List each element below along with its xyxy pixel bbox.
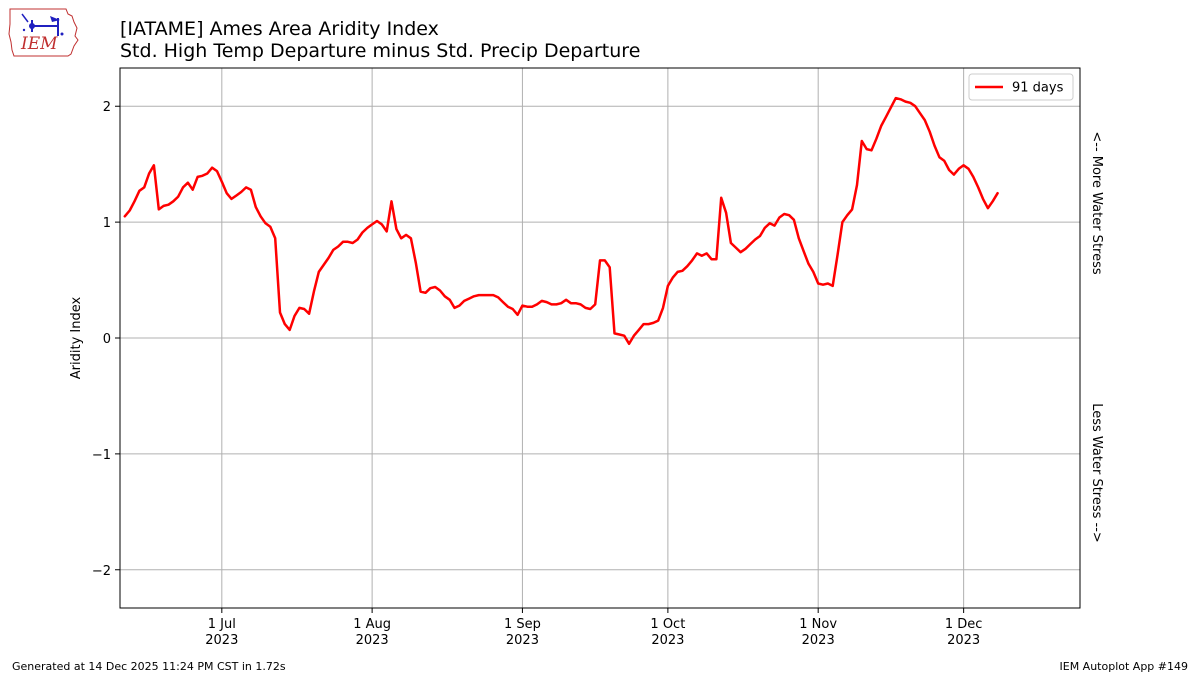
y-tick-label: 1 bbox=[103, 216, 111, 231]
legend-entry-label: 91 days bbox=[1012, 81, 1064, 96]
x-tick-label: 1 Jul bbox=[208, 617, 236, 632]
y-tick-label: −1 bbox=[92, 448, 111, 463]
x-tick-year-label: 2023 bbox=[802, 633, 835, 648]
more-water-stress-label: <-- More Water Stress bbox=[1089, 131, 1104, 275]
iem-iowa-logo-icon bbox=[8, 8, 79, 57]
y-tick-label: 0 bbox=[103, 332, 111, 347]
chart-title: [IATAME] Ames Area Aridity Index bbox=[120, 18, 439, 40]
legend: 91 days bbox=[968, 73, 1074, 101]
x-tick-label: 1 Nov bbox=[799, 617, 837, 632]
y-axis-label: Aridity Index bbox=[69, 296, 84, 379]
y-tick-label: −2 bbox=[92, 564, 111, 579]
series-line-0 bbox=[123, 96, 999, 346]
y-tick-label: 2 bbox=[103, 100, 111, 115]
x-tick-year-label: 2023 bbox=[205, 633, 238, 648]
y-axis: 2 1 0 −1 −2 bbox=[92, 100, 120, 579]
x-tick-label: 1 Sep bbox=[504, 617, 541, 632]
footer-app: IEM Autoplot App #149 bbox=[1059, 660, 1189, 673]
x-tick-label: 1 Aug bbox=[353, 617, 391, 632]
x-tick-year-label: 2023 bbox=[506, 633, 539, 648]
less-water-stress-label: Less Water Stress --> bbox=[1089, 403, 1104, 543]
x-tick-label: 1 Dec bbox=[945, 617, 983, 632]
x-tick-year-label: 2023 bbox=[651, 633, 684, 648]
grid bbox=[120, 68, 1080, 608]
x-tick-label: 1 Oct bbox=[650, 617, 685, 632]
legend-box bbox=[968, 73, 1074, 101]
iem-logo-text: IEM bbox=[21, 34, 58, 54]
series-layer bbox=[123, 96, 999, 346]
iem-logo: IEM bbox=[8, 6, 80, 58]
footer-generated: Generated at 14 Dec 2025 11:24 PM CST in… bbox=[12, 660, 286, 673]
x-tick-year-label: 2023 bbox=[947, 633, 980, 648]
chart-subtitle: Std. High Temp Departure minus Std. Prec… bbox=[120, 40, 641, 62]
x-tick-year-label: 2023 bbox=[356, 633, 389, 648]
